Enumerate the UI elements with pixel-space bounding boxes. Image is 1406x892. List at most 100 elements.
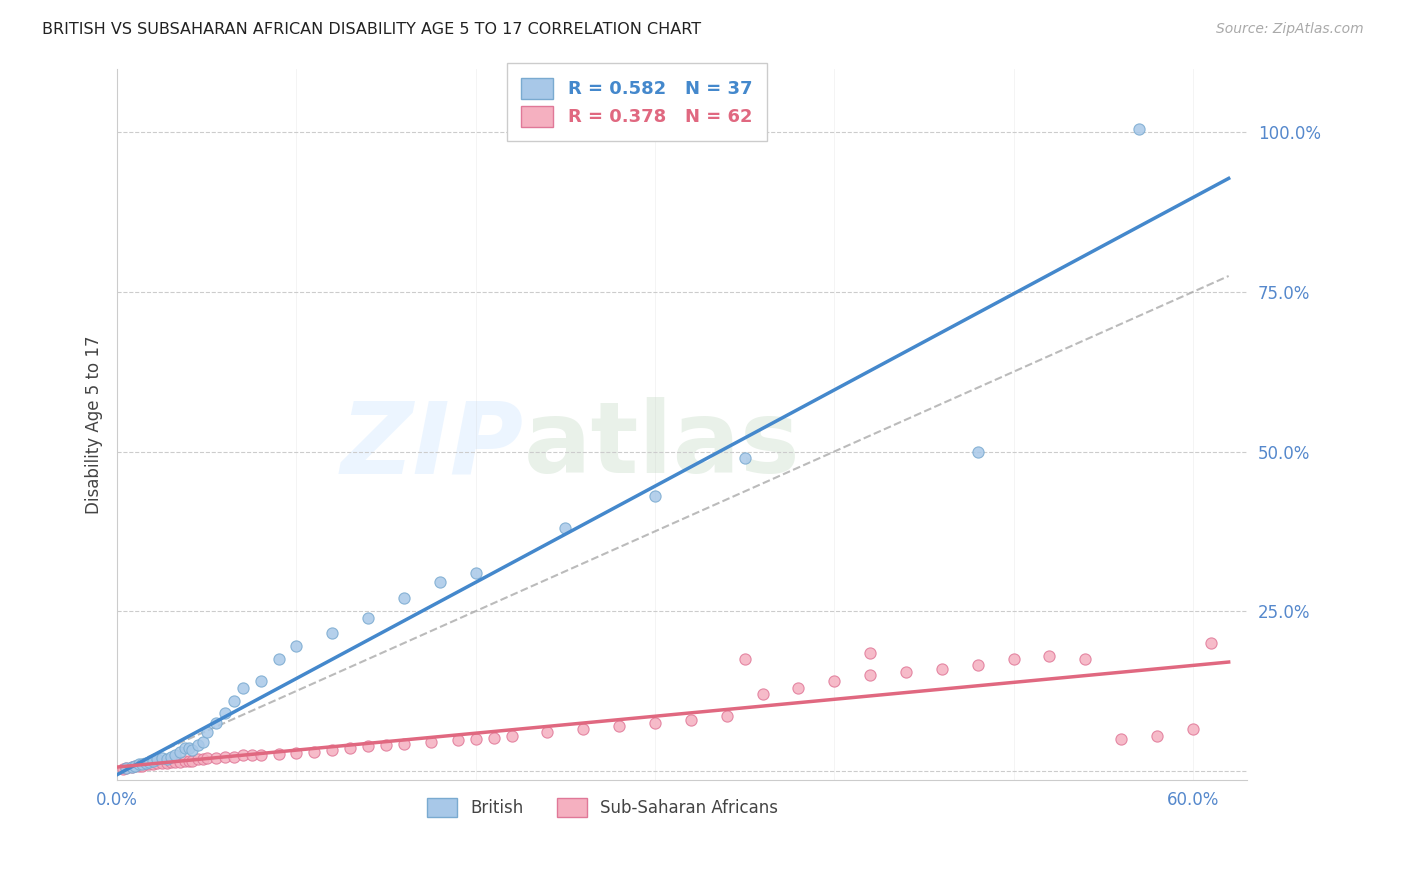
- Point: [392, 591, 415, 606]
- Point: [339, 741, 361, 756]
- Point: [174, 754, 197, 768]
- Point: [128, 758, 150, 772]
- Point: [177, 741, 200, 756]
- Point: [644, 715, 666, 730]
- Text: BRITISH VS SUBSAHARAN AFRICAN DISABILITY AGE 5 TO 17 CORRELATION CHART: BRITISH VS SUBSAHARAN AFRICAN DISABILITY…: [42, 22, 702, 37]
- Point: [124, 758, 146, 772]
- Point: [124, 758, 146, 772]
- Point: [195, 751, 218, 765]
- Point: [128, 757, 150, 772]
- Point: [131, 757, 153, 772]
- Point: [572, 723, 595, 737]
- Point: [142, 754, 165, 768]
- Point: [131, 758, 153, 772]
- Point: [267, 747, 290, 761]
- Point: [156, 756, 179, 770]
- Point: [734, 450, 756, 465]
- Point: [285, 639, 308, 653]
- Point: [181, 743, 204, 757]
- Point: [501, 729, 523, 743]
- Point: [222, 693, 245, 707]
- Point: [536, 725, 558, 739]
- Point: [447, 733, 470, 747]
- Point: [160, 749, 183, 764]
- Point: [138, 757, 160, 772]
- Text: atlas: atlas: [524, 397, 800, 494]
- Point: [214, 706, 236, 721]
- Point: [193, 735, 215, 749]
- Point: [193, 752, 215, 766]
- Point: [204, 715, 226, 730]
- Point: [285, 746, 308, 760]
- Point: [429, 575, 451, 590]
- Point: [222, 749, 245, 764]
- Point: [214, 749, 236, 764]
- Point: [156, 752, 179, 766]
- Point: [392, 737, 415, 751]
- Point: [267, 652, 290, 666]
- Point: [304, 745, 326, 759]
- Point: [150, 751, 173, 765]
- Point: [111, 763, 134, 777]
- Point: [464, 731, 486, 746]
- Point: [644, 489, 666, 503]
- Point: [163, 755, 186, 769]
- Point: [734, 652, 756, 666]
- Point: [115, 761, 138, 775]
- Point: [187, 752, 209, 766]
- Point: [1038, 648, 1060, 663]
- Point: [145, 752, 167, 766]
- Point: [163, 747, 186, 762]
- Point: [1074, 652, 1097, 666]
- Point: [966, 444, 988, 458]
- Point: [1109, 731, 1132, 746]
- Point: [150, 756, 173, 770]
- Point: [482, 731, 505, 745]
- Point: [160, 755, 183, 769]
- Point: [321, 626, 343, 640]
- Text: ZIP: ZIP: [340, 397, 524, 494]
- Point: [751, 687, 773, 701]
- Point: [135, 757, 157, 772]
- Y-axis label: Disability Age 5 to 17: Disability Age 5 to 17: [86, 335, 103, 514]
- Point: [232, 748, 254, 763]
- Point: [169, 755, 191, 769]
- Point: [121, 760, 143, 774]
- Point: [931, 662, 953, 676]
- Point: [249, 747, 271, 762]
- Point: [716, 709, 738, 723]
- Point: [181, 754, 204, 768]
- Point: [145, 756, 167, 770]
- Point: [138, 755, 160, 769]
- Point: [135, 756, 157, 770]
- Point: [679, 713, 702, 727]
- Point: [607, 719, 630, 733]
- Point: [187, 738, 209, 752]
- Point: [357, 610, 380, 624]
- Point: [419, 735, 441, 749]
- Point: [121, 760, 143, 774]
- Point: [240, 748, 263, 763]
- Point: [464, 566, 486, 580]
- Point: [787, 681, 810, 695]
- Point: [894, 665, 917, 679]
- Point: [1128, 122, 1150, 136]
- Point: [142, 757, 165, 772]
- Point: [177, 754, 200, 768]
- Point: [321, 743, 343, 757]
- Point: [966, 658, 988, 673]
- Point: [1146, 729, 1168, 743]
- Point: [195, 725, 218, 739]
- Point: [859, 668, 882, 682]
- Point: [115, 761, 138, 775]
- Point: [823, 674, 845, 689]
- Legend: British, Sub-Saharan Africans: British, Sub-Saharan Africans: [419, 789, 787, 825]
- Point: [249, 674, 271, 689]
- Point: [375, 738, 398, 752]
- Point: [554, 521, 576, 535]
- Point: [232, 681, 254, 695]
- Point: [169, 745, 191, 759]
- Point: [204, 751, 226, 765]
- Point: [174, 741, 197, 756]
- Text: Source: ZipAtlas.com: Source: ZipAtlas.com: [1216, 22, 1364, 37]
